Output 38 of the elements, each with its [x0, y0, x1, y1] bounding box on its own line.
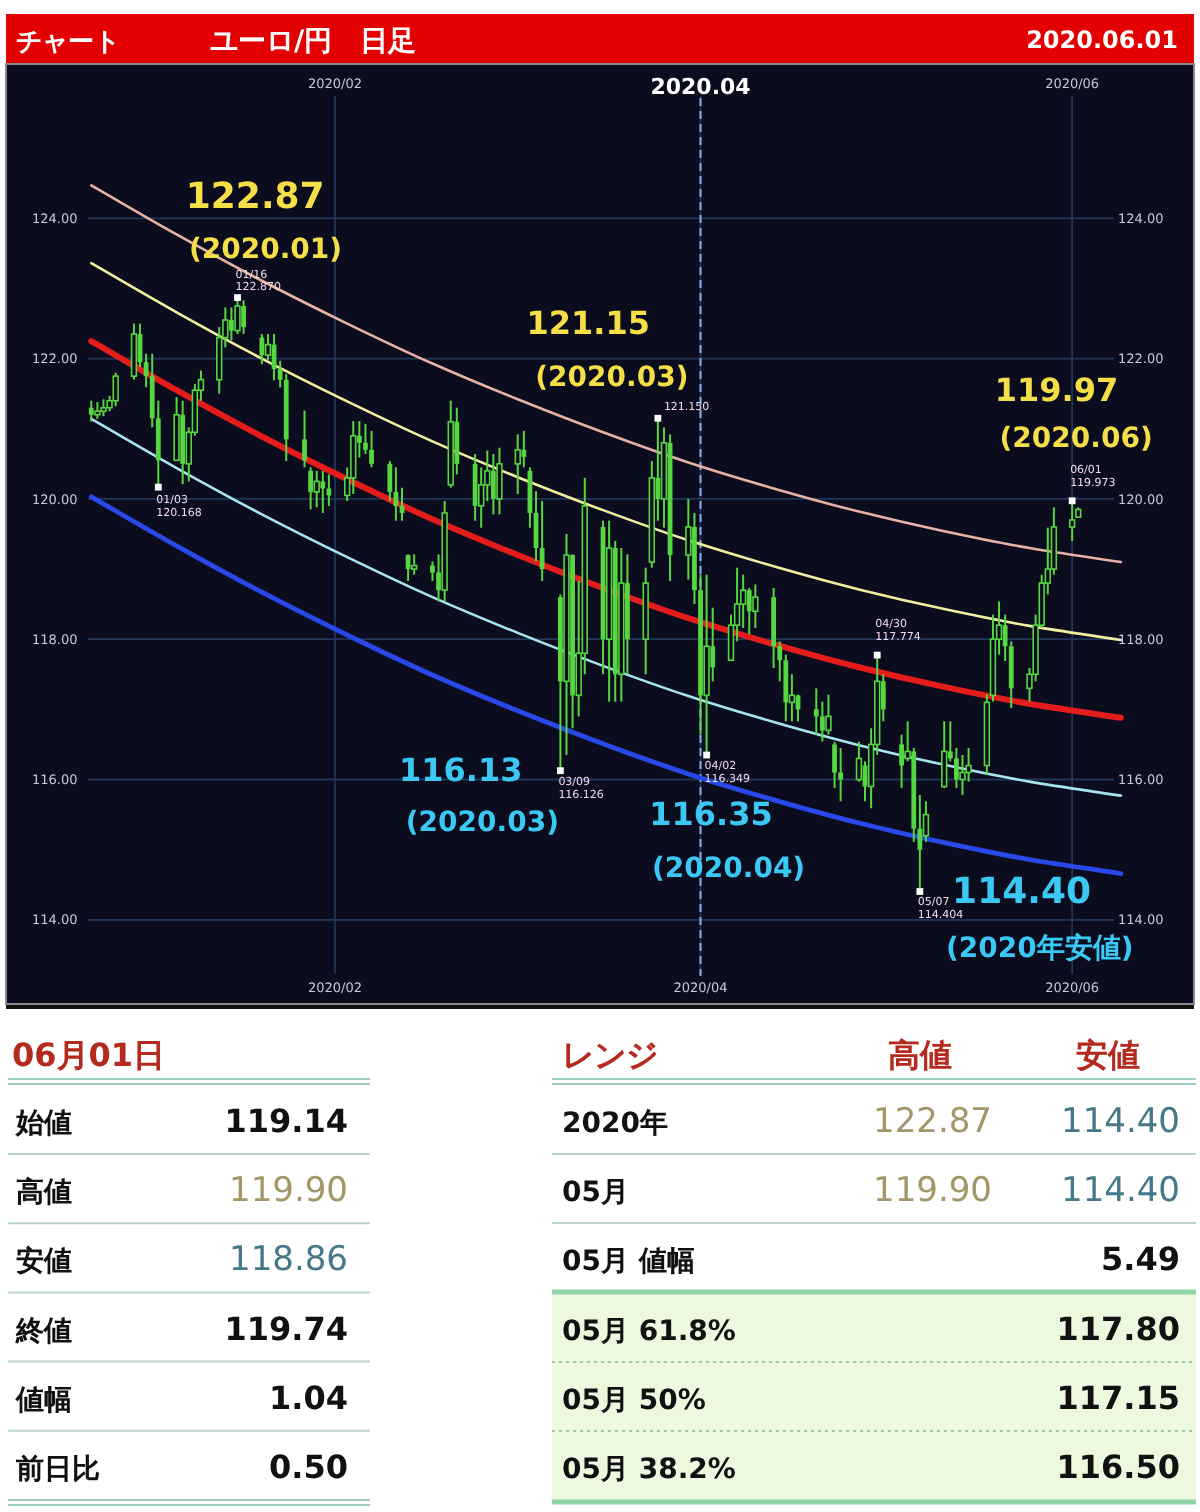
text: 高値	[888, 1036, 952, 1074]
ref-line-label: 2020.04	[650, 74, 752, 100]
text: 前日比	[14, 1454, 100, 1486]
text: 0.50	[269, 1448, 348, 1486]
text: 05月 38.2%	[562, 1454, 736, 1486]
text: 始値	[14, 1108, 72, 1140]
text: 終値	[14, 1315, 72, 1348]
text: 05月 61.8%	[562, 1315, 736, 1348]
text: 5.49	[1101, 1240, 1180, 1279]
text: 2020.06.01	[1026, 26, 1178, 54]
text: 122.87	[873, 1102, 992, 1142]
text: 118.86	[229, 1240, 348, 1281]
annotation: 121.15 (2020.03)	[526, 304, 689, 395]
text: 06月01日	[12, 1036, 166, 1074]
text: 119.90	[229, 1171, 348, 1212]
text: レンジ	[562, 1036, 658, 1074]
text: 119.90	[873, 1171, 992, 1212]
text: 2020年	[562, 1108, 668, 1140]
text: 05月	[562, 1177, 629, 1210]
text: 116.50	[1056, 1448, 1180, 1486]
text: 117.15	[1056, 1378, 1180, 1417]
text: 05月 値幅	[562, 1246, 695, 1279]
text: 114.40	[1061, 1102, 1180, 1142]
annotation: 116.35 (2020.04)	[649, 795, 806, 886]
text: 119.14	[224, 1102, 348, 1140]
text: 114.40	[1061, 1171, 1180, 1212]
text: チャート	[16, 28, 120, 58]
text: 安値	[16, 1244, 72, 1279]
text: 119.74	[224, 1309, 348, 1348]
text: 安値	[1076, 1036, 1140, 1074]
text: 1.04	[269, 1378, 348, 1417]
chart-title: ユーロ/円 日足	[210, 26, 417, 58]
annotation: 116.13 (2020.03)	[399, 750, 559, 839]
text: 値幅	[14, 1384, 72, 1417]
text: 05月 50%	[562, 1384, 706, 1417]
annotation: 119.97 (2020.06)	[994, 370, 1153, 455]
text: 高値	[16, 1175, 72, 1210]
text: 117.80	[1056, 1309, 1180, 1348]
